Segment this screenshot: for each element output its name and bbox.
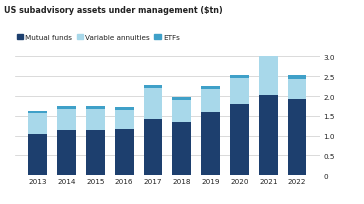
Bar — [201, 112, 220, 175]
Bar — [288, 79, 306, 100]
Bar — [144, 85, 162, 89]
Bar — [259, 96, 278, 175]
Legend: Mutual funds, Variable annuities, ETFs: Mutual funds, Variable annuities, ETFs — [17, 35, 180, 41]
Bar — [230, 79, 249, 104]
Bar — [115, 129, 134, 175]
Bar — [28, 113, 47, 134]
Bar — [288, 100, 306, 175]
Bar — [57, 130, 76, 175]
Bar — [201, 87, 220, 90]
Bar — [259, 56, 278, 96]
Bar — [230, 75, 249, 79]
Bar — [288, 75, 306, 79]
Bar — [57, 110, 76, 130]
Bar — [28, 134, 47, 175]
Bar — [173, 122, 191, 175]
Bar — [115, 110, 134, 129]
Bar — [57, 107, 76, 110]
Bar — [173, 98, 191, 101]
Bar — [86, 110, 105, 130]
Bar — [259, 48, 278, 56]
Bar — [144, 89, 162, 119]
Bar — [28, 111, 47, 113]
Bar — [201, 90, 220, 112]
Bar — [230, 104, 249, 175]
Bar — [115, 108, 134, 110]
Bar — [86, 107, 105, 110]
Text: US subadvisory assets under management ($tn): US subadvisory assets under management (… — [4, 6, 222, 15]
Bar — [173, 101, 191, 122]
Bar — [86, 130, 105, 175]
Bar — [144, 119, 162, 175]
